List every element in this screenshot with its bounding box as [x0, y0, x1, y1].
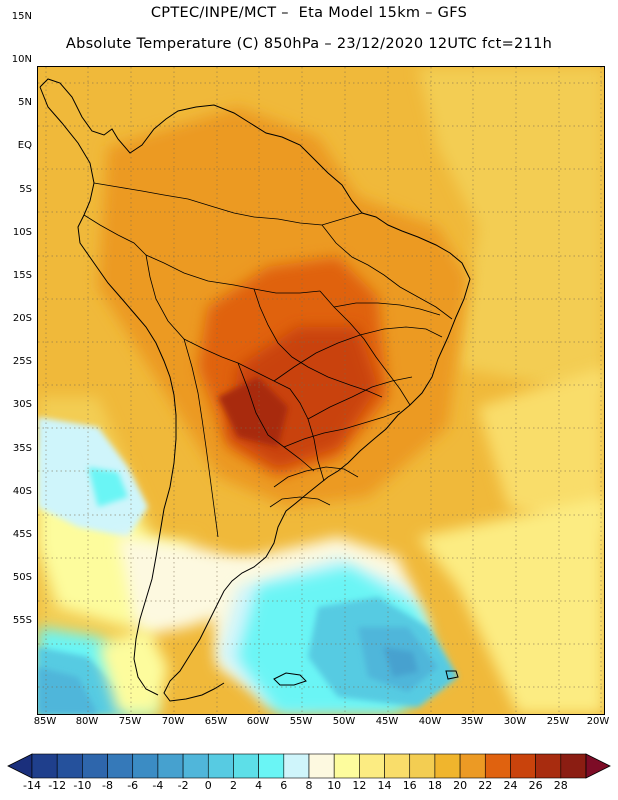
- colorbar-cell-9: [258, 753, 285, 779]
- coastlines: [39, 78, 471, 702]
- colorbar-cell-15: [409, 753, 436, 779]
- colorbar-cell-13: [359, 753, 385, 779]
- colorbar-cell-1: [56, 753, 83, 779]
- title-line-1: CPTEC/INPE/MCT – Eta Model 15km – GFS: [150, 5, 468, 21]
- lat-label-15s: 15S: [12, 270, 32, 281]
- colorbar: [7, 753, 611, 779]
- colorbar-label: -2: [177, 779, 189, 792]
- colorbar-cell-7: [207, 753, 234, 779]
- lat-label-50s: 50S: [12, 572, 32, 583]
- lon-label-30w: 30W: [503, 716, 527, 727]
- colorbar-label: 14: [377, 779, 392, 792]
- lat-label-eq: EQ: [17, 140, 32, 151]
- political-borders: [83, 182, 453, 538]
- colorbar-label: -6: [127, 779, 139, 792]
- lon-label-55w: 55W: [289, 716, 313, 727]
- colorbar-cells: [31, 753, 587, 779]
- lat-label-25s: 25S: [12, 356, 32, 367]
- colorbar-label: -8: [102, 779, 113, 792]
- lon-label-40w: 40W: [418, 716, 442, 727]
- colorbar-cell-6: [182, 753, 209, 779]
- colorbar-cell-18: [484, 753, 511, 779]
- lat-label-55s: 55S: [12, 615, 32, 626]
- colorbar-cell-0: [31, 753, 58, 779]
- lon-label-85w: 85W: [33, 716, 57, 727]
- colorbar-cell-12: [333, 753, 360, 779]
- colorbar-cell-11: [308, 753, 335, 779]
- colorbar-cell-2: [82, 753, 108, 779]
- temperature-shading: [38, 67, 604, 714]
- colorbar-label: 12: [352, 779, 367, 792]
- lon-label-35w: 35W: [460, 716, 484, 727]
- lon-label-75w: 75W: [118, 716, 142, 727]
- lon-label-65w: 65W: [204, 716, 228, 727]
- colorbar-label: -14: [23, 779, 41, 792]
- colorbar-cell-8: [233, 753, 259, 779]
- temperature-map[interactable]: [37, 66, 605, 715]
- lat-label-10s: 10S: [12, 227, 32, 238]
- colorbar-cell-17: [459, 753, 486, 779]
- colorbar-label: 24: [503, 779, 518, 792]
- colorbar-cell-10: [283, 753, 310, 779]
- colorbar-label: 2: [230, 779, 237, 792]
- lat-label-35s: 35S: [12, 443, 32, 454]
- colorbar-label: 16: [402, 779, 417, 792]
- lat-label-15n: 15N: [11, 11, 32, 22]
- lon-label-25w: 25W: [546, 716, 570, 727]
- colorbar-label: 10: [327, 779, 342, 792]
- colorbar-label: 6: [280, 779, 288, 792]
- colorbar-cell-16: [434, 753, 461, 779]
- lat-label-5s: 5S: [19, 184, 32, 195]
- colorbar-under-arrow: [7, 753, 33, 779]
- colorbar-cell-4: [132, 753, 159, 779]
- colorbar-label: 26: [528, 779, 543, 792]
- lon-label-20w: 20W: [586, 716, 610, 727]
- colorbar-label: 4: [255, 779, 263, 792]
- colorbar-label: 20: [453, 779, 468, 792]
- lat-label-5n: 5N: [18, 97, 32, 108]
- lat-label-30s: 30S: [12, 399, 32, 410]
- colorbar-label: -4: [152, 779, 164, 792]
- lat-label-40s: 40S: [12, 486, 32, 497]
- colorbar-label: 22: [478, 779, 493, 792]
- lon-label-80w: 80W: [75, 716, 99, 727]
- colorbar-label: 18: [427, 779, 442, 792]
- lon-label-50w: 50W: [332, 716, 356, 727]
- colorbar-cell-19: [510, 753, 536, 779]
- colorbar-label: -12: [48, 779, 67, 792]
- colorbar-cell-20: [535, 753, 562, 779]
- colorbar-cell-3: [107, 753, 134, 779]
- colorbar-over-arrow: [585, 753, 611, 779]
- lat-label-10n: 10N: [11, 54, 32, 65]
- colorbar-label: 8: [305, 779, 313, 792]
- colorbar-label: 28: [553, 779, 568, 792]
- colorbar-cell-14: [384, 753, 411, 779]
- lon-label-60w: 60W: [246, 716, 270, 727]
- lon-label-70w: 70W: [161, 716, 185, 727]
- lat-label-20s: 20S: [12, 313, 32, 324]
- lon-label-45w: 45W: [375, 716, 399, 727]
- lat-label-45s: 45S: [12, 529, 32, 540]
- colorbar-label: 0: [204, 779, 212, 792]
- colorbar-cell-21: [560, 753, 587, 779]
- title-line-2: Absolute Temperature (C) 850hPa – 23/12/…: [65, 36, 553, 52]
- colorbar-label: -10: [73, 779, 92, 792]
- colorbar-cell-5: [157, 753, 184, 779]
